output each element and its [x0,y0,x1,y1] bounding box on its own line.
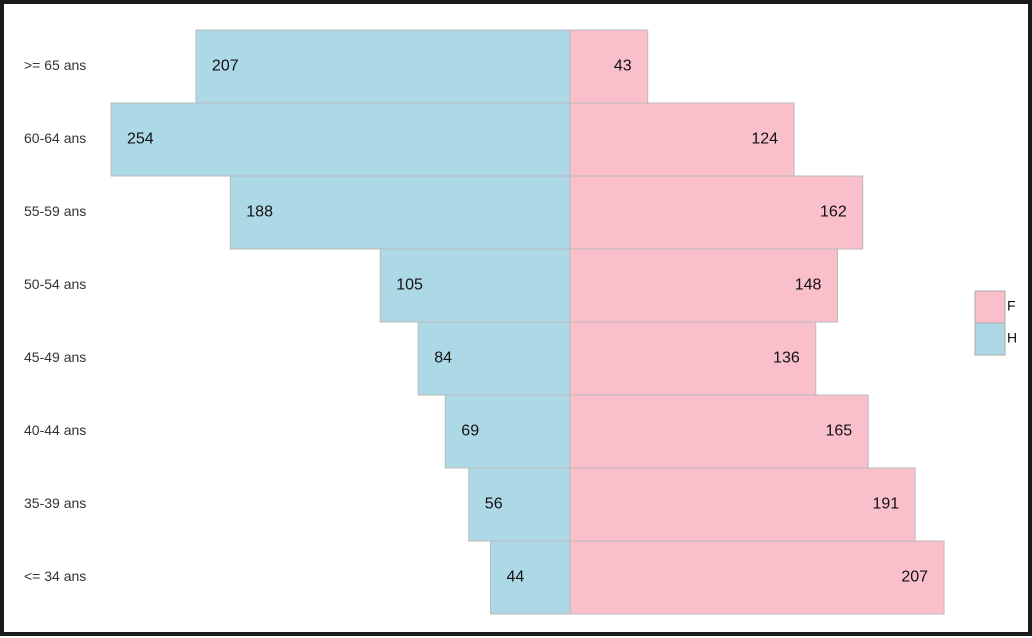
legend-swatch [974,290,1006,324]
value-label: 84 [434,350,452,367]
bar [417,321,571,396]
value-label: 162 [820,204,847,221]
value-label: 188 [246,204,273,221]
bar [569,29,649,104]
value-label: 44 [506,569,524,586]
value-label: 43 [614,58,632,75]
bar [229,175,571,250]
value-label: 191 [872,496,899,513]
category-label: 45-49 ans [24,349,86,365]
category-label: 40-44 ans [24,422,86,438]
category-label: 60-64 ans [24,130,86,146]
category-label: >= 65 ans [24,57,86,73]
bar [489,540,571,615]
bar [569,102,795,177]
category-label: 50-54 ans [24,276,86,292]
value-label: 136 [773,350,800,367]
bar [569,321,817,396]
category-label: <= 34 ans [24,568,86,584]
bar [468,467,571,542]
value-label: 207 [901,569,928,586]
value-label: 207 [212,58,239,75]
bar [569,540,945,615]
category-label: 55-59 ans [24,203,86,219]
value-label: 254 [127,131,154,148]
bar [569,394,869,469]
bar [569,467,916,542]
legend-swatch [974,322,1006,356]
bar [379,248,571,323]
bar [195,29,571,104]
legend-label: F [1007,298,1016,314]
value-label: 69 [461,423,479,440]
bar [569,248,838,323]
value-label: 56 [485,496,503,513]
bar [569,175,864,250]
value-label: 105 [396,277,423,294]
value-label: 148 [795,277,822,294]
value-label: 165 [825,423,852,440]
bar [110,102,571,177]
category-label: 35-39 ans [24,495,86,511]
legend-label: H [1007,330,1017,346]
value-label: 124 [751,131,778,148]
